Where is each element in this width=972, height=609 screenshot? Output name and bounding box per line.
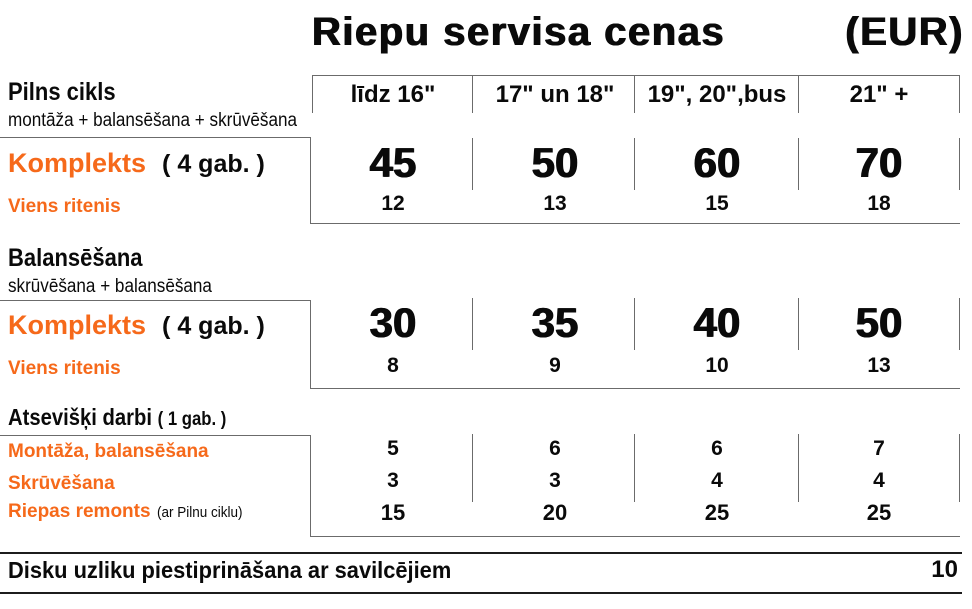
price-cell: 7 xyxy=(873,437,885,460)
section1-label-right-border xyxy=(310,137,311,224)
column-header-2: 17" un 18" xyxy=(495,81,615,108)
section3-column-divider xyxy=(472,434,473,502)
header-divider xyxy=(312,75,313,113)
price-cell: 45 xyxy=(369,139,417,186)
section1-column-divider xyxy=(959,138,960,190)
price-cell: 6 xyxy=(549,437,561,460)
section1-viens-label: Viens ritenis xyxy=(8,196,121,217)
section3-row2-values: 3 3 4 4 xyxy=(312,468,960,494)
section3-row1-label: Montāža, balansēšana xyxy=(8,441,209,462)
header-divider xyxy=(634,75,635,113)
price-cell: 50 xyxy=(855,299,903,346)
footer-top-border xyxy=(0,552,962,554)
section3-column-divider xyxy=(798,434,799,502)
column-header-3: 19", 20",bus xyxy=(647,81,787,108)
price-cell: 50 xyxy=(531,139,579,186)
section1-column-divider xyxy=(798,138,799,190)
poster-title-currency: (EUR) xyxy=(845,10,964,54)
section2-label-right-border xyxy=(310,300,311,389)
price-cell: 20 xyxy=(542,500,568,525)
section2-column-divider xyxy=(472,298,473,350)
price-cell: 40 xyxy=(693,299,741,346)
price-cell: 70 xyxy=(855,139,903,186)
section2-komplekts-values: 30 35 40 50 xyxy=(312,298,960,348)
price-cell: 3 xyxy=(549,469,561,492)
section2-bottom-border xyxy=(310,388,960,389)
header-divider xyxy=(798,75,799,113)
section2-komplekts-qty: ( 4 gab. ) xyxy=(162,312,265,340)
column-header-row: līdz 16" 17" un 18" 19", 20",bus 21" + xyxy=(312,78,960,112)
section1-komplekts-values: 45 50 60 70 xyxy=(312,138,960,188)
price-cell: 35 xyxy=(531,299,579,346)
section1-viens-values: 12 13 15 18 xyxy=(312,190,960,218)
section1-bottom-border xyxy=(310,223,960,224)
section2-subheading: skrūvēšana + balansēšana xyxy=(8,276,212,297)
price-cell: 12 xyxy=(381,192,405,215)
section1-column-divider xyxy=(634,138,635,190)
poster-title: Riepu servisa cenas (EUR) xyxy=(312,10,964,55)
section3-row3-note: (ar Pilnu ciklu) xyxy=(156,504,243,521)
section3-heading: Atsevišķi darbi ( 1 gab. ) xyxy=(8,404,226,431)
section3-label-top-border xyxy=(0,435,311,436)
section2-column-divider xyxy=(959,298,960,350)
section2-label-top-border xyxy=(0,300,311,301)
price-cell: 4 xyxy=(711,469,723,492)
section3-row1-values: 5 6 6 7 xyxy=(312,436,960,462)
section3-column-divider xyxy=(959,434,960,502)
section1-column-divider xyxy=(472,138,473,190)
price-cell: 5 xyxy=(387,437,399,460)
section2-komplekts-label: Komplekts ( 4 gab. ) xyxy=(8,310,265,341)
price-cell: 6 xyxy=(711,437,723,460)
section1-label-top-border xyxy=(0,137,311,138)
price-cell: 4 xyxy=(873,469,885,492)
section3-row2-label: Skrūvēšana xyxy=(8,473,115,494)
section1-heading: Pilns cikls xyxy=(8,78,116,106)
section1-subheading: montāža + balansēšana + skrūvēšana xyxy=(8,110,297,131)
section3-column-divider xyxy=(634,434,635,502)
price-cell: 30 xyxy=(369,299,417,346)
price-cell: 25 xyxy=(704,500,730,525)
price-cell: 10 xyxy=(705,354,729,377)
poster-title-text: Riepu servisa cenas xyxy=(312,10,726,54)
footer-value: 10 xyxy=(931,556,958,583)
section1-komplekts-qty: ( 4 gab. ) xyxy=(162,150,265,178)
section2-heading: Balansēšana xyxy=(8,244,143,272)
footer-bottom-border xyxy=(0,592,962,594)
price-cell: 3 xyxy=(387,469,399,492)
column-header-1: līdz 16" xyxy=(350,81,436,108)
section2-column-divider xyxy=(634,298,635,350)
footer-label: Disku uzliku piestiprināšana ar savilcēj… xyxy=(8,557,452,583)
section1-komplekts-text: Komplekts xyxy=(8,148,147,178)
section1-komplekts-label: Komplekts ( 4 gab. ) xyxy=(8,148,265,179)
section3-bottom-border xyxy=(310,536,960,537)
section2-viens-label: Viens ritenis xyxy=(8,358,121,379)
price-cell: 15 xyxy=(380,500,406,525)
section3-row3-values: 15 20 25 25 xyxy=(312,499,960,527)
section3-label-right-border xyxy=(310,435,311,537)
price-cell: 13 xyxy=(543,192,567,215)
header-top-border xyxy=(312,75,960,76)
section3-heading-text: Atsevišķi darbi xyxy=(8,404,153,430)
section2-komplekts-text: Komplekts xyxy=(8,310,147,340)
price-cell: 60 xyxy=(693,139,741,186)
header-divider xyxy=(472,75,473,113)
price-cell: 18 xyxy=(867,192,891,215)
column-header-4: 21" + xyxy=(849,81,909,108)
section2-viens-values: 8 9 10 13 xyxy=(312,352,960,380)
header-divider xyxy=(959,75,960,113)
section3-row3-label: Riepas remonts (ar Pilnu ciklu) xyxy=(8,501,252,523)
price-cell: 8 xyxy=(387,354,399,377)
price-cell: 15 xyxy=(705,192,729,215)
price-cell: 9 xyxy=(549,354,561,377)
section3-row3-text: Riepas remonts xyxy=(8,501,151,522)
section3-heading-qty: ( 1 gab. ) xyxy=(157,409,227,430)
section2-column-divider xyxy=(798,298,799,350)
price-cell: 25 xyxy=(866,500,892,525)
price-cell: 13 xyxy=(867,354,891,377)
